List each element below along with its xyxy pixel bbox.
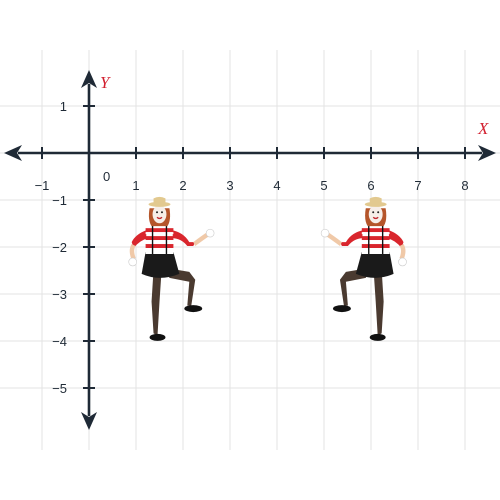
x-axis-name: X (477, 119, 489, 138)
figures (128, 196, 407, 341)
right-arm (171, 230, 196, 247)
skirt (141, 251, 180, 278)
shirt-stripe-white (361, 240, 390, 243)
mouth (372, 216, 379, 220)
shirt-stripe (145, 236, 174, 241)
left-forearm (399, 244, 406, 260)
face (152, 205, 167, 224)
y-tick-label: −2 (52, 240, 67, 255)
shirt-stripe (361, 236, 390, 241)
y-axis-name: Y (100, 73, 111, 92)
skirt (355, 251, 394, 278)
y-axis-arrow-up (81, 70, 97, 88)
shirt-stripe-white (361, 248, 390, 251)
standing-leg (151, 269, 162, 336)
x-tick-label: 7 (414, 178, 421, 193)
ticks (41, 105, 466, 389)
x-tick-label: 6 (367, 178, 374, 193)
y-tick-label: −4 (52, 334, 67, 349)
glove (320, 228, 330, 238)
y-tick-label: 1 (60, 99, 67, 114)
shoe (369, 333, 386, 341)
x-tick-label: 5 (320, 178, 327, 193)
shoe (149, 333, 166, 341)
shirt-stripe (145, 228, 174, 233)
right-forearm (326, 232, 342, 247)
y-tick-label: −3 (52, 287, 67, 302)
left-forearm (129, 244, 136, 260)
tick-labels: −1 1 2 3 4 5 6 7 8 1 −1 −2 −3 −4 −5 (35, 99, 469, 396)
glove (128, 257, 137, 267)
shirt-stripe (361, 228, 390, 233)
shirt-stripe-white (145, 232, 174, 235)
axes (4, 70, 496, 430)
shoe (184, 305, 203, 313)
shirt-stripe (145, 244, 174, 249)
y-tick-label: −1 (52, 193, 67, 208)
shoe (333, 305, 351, 313)
mime-right (320, 196, 407, 341)
eye (377, 211, 380, 214)
standing-leg (373, 269, 384, 336)
left-arm (386, 230, 404, 249)
right-forearm (193, 232, 210, 247)
origin-label: 0 (103, 169, 110, 184)
raised-leg (165, 267, 196, 306)
x-tick-label: 1 (132, 178, 139, 193)
x-tick-label: 2 (179, 178, 186, 193)
glove (205, 228, 215, 238)
raised-leg (339, 267, 370, 306)
face (368, 205, 383, 224)
left-arm (131, 230, 149, 249)
hat-crown (153, 196, 166, 205)
eye (156, 211, 159, 214)
right-arm (339, 230, 364, 247)
shirt-stripe-white (145, 240, 174, 243)
grid (0, 50, 500, 450)
y-tick-label: −5 (52, 381, 67, 396)
x-axis-arrow-right (478, 145, 496, 161)
shirt-stripe-white (361, 232, 390, 235)
x-tick-label: 4 (273, 178, 280, 193)
x-tick-label: −1 (35, 178, 50, 193)
mouth (156, 216, 163, 220)
x-tick-label: 8 (461, 178, 468, 193)
hat-crown (369, 196, 382, 205)
x-axis-arrow-left (4, 145, 22, 161)
x-tick-label: 3 (226, 178, 233, 193)
mime-left (128, 196, 215, 341)
y-axis-arrow-down (81, 412, 97, 430)
shirt-stripe-white (145, 248, 174, 251)
glove (398, 257, 407, 267)
eye (160, 211, 163, 214)
eye (372, 211, 375, 214)
shirt-stripe (361, 244, 390, 249)
